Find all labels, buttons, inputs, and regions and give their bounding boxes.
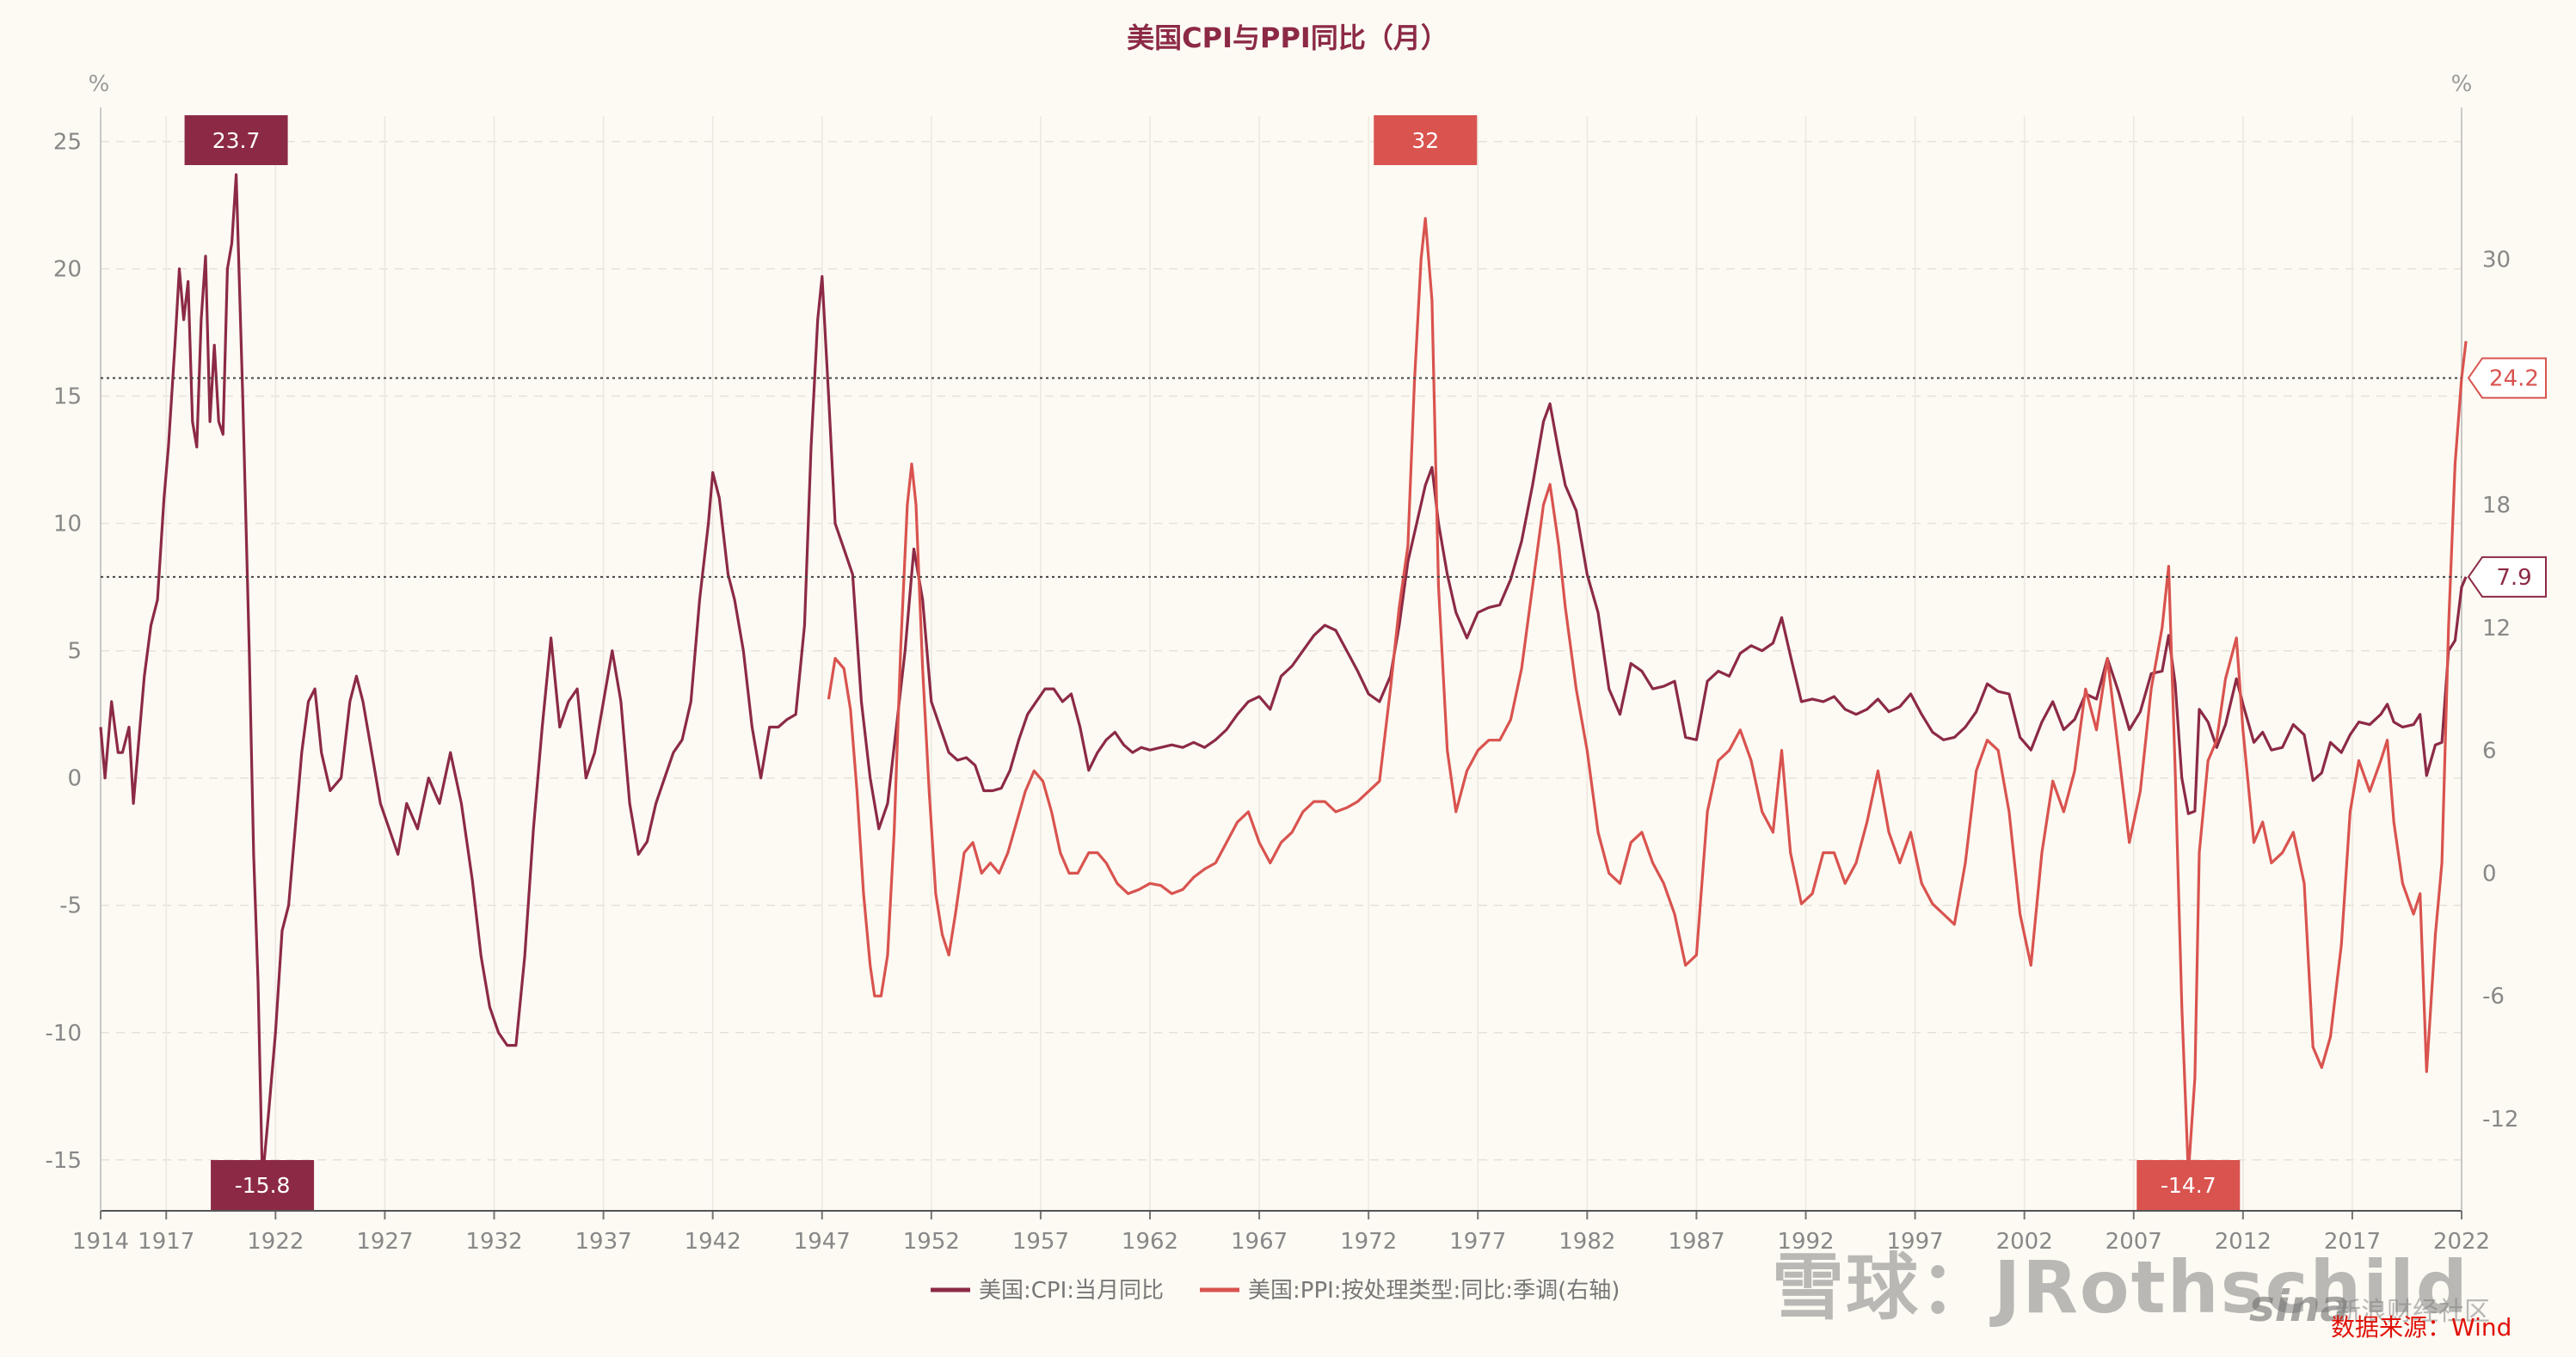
marker-box (184, 115, 288, 165)
reference-tag (2467, 357, 2547, 399)
series-line-cpi (99, 173, 2468, 1182)
x-tick-label: 1914 (72, 1229, 129, 1255)
x-tick-label: 1977 (1449, 1229, 1506, 1255)
right-tick-label: 0 (2482, 861, 2497, 887)
marker-box (2136, 1160, 2241, 1210)
x-tick-label: 1942 (685, 1229, 741, 1255)
right-tick-label: 12 (2482, 616, 2511, 642)
x-tick-label: 2022 (2433, 1229, 2490, 1255)
reference-label: 24.2 (2489, 366, 2539, 392)
grid (100, 116, 2462, 1211)
left-tick-label: 25 (53, 130, 82, 156)
marker-box (1374, 115, 1478, 165)
x-tick-label: 1982 (1559, 1229, 1615, 1255)
legend: 美国:CPI:当月同比 美国:PPI:按处理类型:同比:季调(右轴) (931, 1278, 1620, 1304)
marker-label: -14.7 (2161, 1173, 2216, 1198)
chart-title: 美国CPI与PPI同比（月） (1127, 21, 1448, 54)
left-axis-unit: % (89, 71, 110, 97)
marker-box (211, 1160, 315, 1210)
reference-tag (2467, 556, 2547, 598)
reference-lines: 24.2 7.9 (101, 357, 2547, 598)
series-line-ppi (827, 217, 2468, 1176)
data-source-note: 数据来源：Wind (2331, 1313, 2512, 1342)
reference-label: 7.9 (2496, 565, 2531, 591)
right-tick-label: -6 (2482, 984, 2505, 1010)
x-tick-label: 2017 (2324, 1229, 2381, 1255)
series-layer (99, 173, 2468, 1182)
x-tick-label: 1927 (356, 1229, 413, 1255)
x-tick-label: 1937 (575, 1229, 631, 1255)
legend-label: 美国:CPI:当月同比 (979, 1278, 1164, 1304)
right-tick-label: 18 (2482, 493, 2511, 519)
x-tick-label: 1962 (1122, 1229, 1178, 1255)
x-tick-label: 2002 (1996, 1229, 2053, 1255)
left-tick-label: -5 (59, 893, 82, 919)
markers: 23.7 -15.8 32 -14.7 (184, 115, 2241, 1210)
right-tick-label: -12 (2482, 1107, 2518, 1133)
marker-label: 23.7 (212, 128, 261, 153)
right-tick-label: 6 (2482, 739, 2497, 764)
right-axis-unit: % (2451, 71, 2473, 97)
left-tick-label: 5 (67, 639, 82, 665)
axes: 25 20 15 10 5 0 -5 -10 -15 30 18 12 6 0 -6 -12 1914 1917 1… (46, 107, 2518, 1255)
left-tick-label: 20 (53, 257, 82, 283)
marker-label: 32 (1411, 128, 1439, 153)
watermark-sina-logo: sina (2249, 1281, 2350, 1331)
x-tick-label: 1967 (1231, 1229, 1288, 1255)
x-tick-label: 1992 (1777, 1229, 1834, 1255)
left-tick-label: 0 (67, 766, 82, 792)
x-tick-label: 1932 (465, 1229, 522, 1255)
x-tick-label: 1957 (1012, 1229, 1069, 1255)
left-tick-label: 10 (53, 512, 82, 537)
x-tick-label: 2012 (2215, 1229, 2272, 1255)
watermark-xueqiu: 雪球：JRothschild (1772, 1245, 2469, 1329)
watermark-sina-text: 新浪财经社区 (2335, 1297, 2490, 1327)
left-tick-label: 15 (53, 384, 82, 410)
left-tick-label: -10 (46, 1021, 82, 1047)
x-tick-label: 2007 (2106, 1229, 2162, 1255)
x-tick-label: 1972 (1340, 1229, 1397, 1255)
x-tick-label: 1922 (247, 1229, 304, 1255)
legend-label: 美国:PPI:按处理类型:同比:季调(右轴) (1248, 1278, 1620, 1304)
x-tick-label: 1917 (138, 1229, 194, 1255)
left-tick-label: -15 (46, 1148, 82, 1174)
marker-label: -15.8 (235, 1173, 291, 1198)
right-tick-label: 30 (2482, 248, 2511, 273)
x-tick-label: 1997 (1886, 1229, 1943, 1255)
x-tick-label: 1947 (794, 1229, 851, 1255)
x-tick-label: 1952 (903, 1229, 960, 1255)
x-tick-label: 1987 (1668, 1229, 1725, 1255)
